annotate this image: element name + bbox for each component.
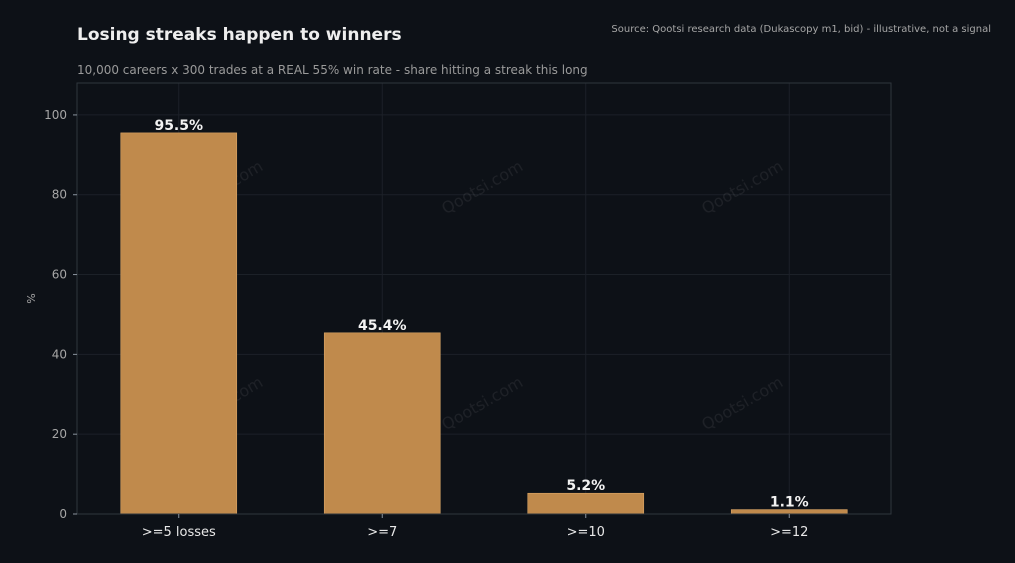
bars [120,132,848,515]
data-label-3: 1.1% [770,495,809,511]
bar-1 [323,332,441,515]
y-axis-ticks: 0 20 40 60 80 100 [44,108,77,521]
y-tick-label-2: 40 [52,347,67,361]
y-tick-label-1: 20 [52,427,67,441]
x-tick-label-3: >=12 [770,525,808,540]
y-tick-label-3: 60 [52,268,67,282]
y-tick-label-5: 100 [44,108,67,122]
data-label-2: 5.2% [566,478,605,494]
bar-0 [120,132,238,515]
data-label-1: 45.4% [358,318,407,334]
y-axis-label: % [25,293,38,303]
watermark-4: Qootsi.com [438,372,526,434]
chart-subtitle: 10,000 careers x 300 trades at a REAL 55… [77,63,588,77]
y-tick-label-0: 0 [59,507,67,521]
watermark-5: Qootsi.com [698,372,786,434]
x-tick-label-2: >=10 [567,525,605,540]
chart-title: Losing streaks happen to winners [77,25,402,45]
x-tick-label-0: >=5 losses [142,525,216,540]
source-note: Source: Qootsi research data (Dukascopy … [611,24,991,35]
x-axis-ticks: >=5 losses >=7 >=10 >=12 [142,514,808,540]
y-tick-label-4: 80 [52,188,67,202]
watermark-1: Qootsi.com [438,156,526,218]
data-label-0: 95.5% [154,118,203,134]
data-labels: 95.5% 45.4% 5.2% 1.1% [154,118,808,511]
x-tick-label-1: >=7 [367,525,397,540]
watermark-layer: Qootsi.com Qootsi.com Qootsi.com Qootsi.com… [178,156,786,434]
watermark-2: Qootsi.com [698,156,786,218]
plot-frame [76,82,892,515]
bar-2 [527,492,645,515]
